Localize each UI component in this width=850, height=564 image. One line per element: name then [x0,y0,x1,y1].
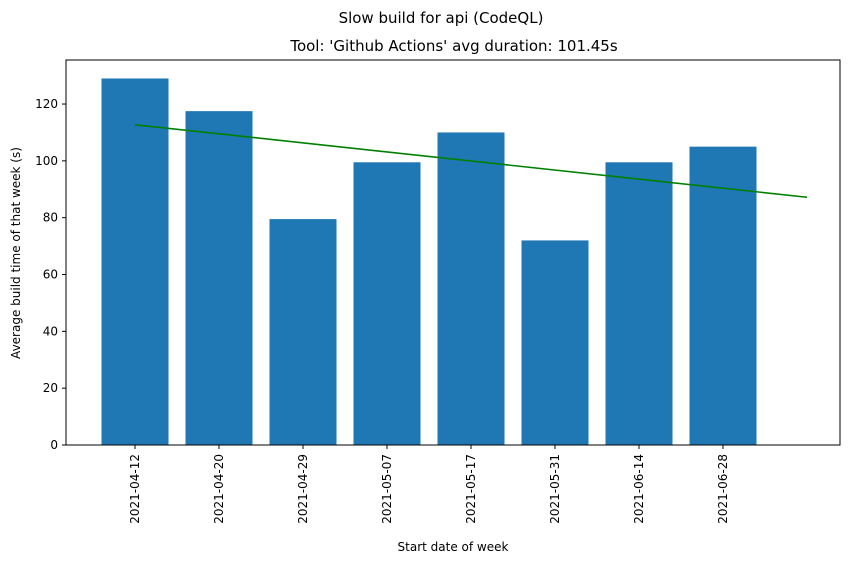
x-tick-label-2021-04-20: 2021-04-20 [212,454,226,524]
y-tick-label-0: 0 [50,438,58,452]
y-tick-label-100: 100 [35,154,58,168]
plot-area: 0 20 40 60 80 100 120 2021-04-12 2021-04-20 2021-… [35,59,841,524]
x-tick-label-2021-05-07: 2021-05-07 [380,454,394,524]
y-tick-label-40: 40 [43,324,58,338]
bar-2021-05-07 [353,162,421,445]
bar-2021-05-31 [521,240,589,445]
x-tick-label-2021-06-28: 2021-06-28 [716,454,730,524]
bar-2021-04-29 [269,219,337,445]
y-tick-label-20: 20 [43,381,58,395]
x-axis-label: Start date of week [398,540,509,554]
x-tick-label-2021-05-31: 2021-05-31 [548,454,562,524]
bar-2021-04-12 [101,78,169,446]
axes-frame [65,59,841,446]
bar-2021-06-28 [689,146,757,445]
x-tick-label-2021-05-17: 2021-05-17 [464,454,478,524]
x-tick-label-2021-06-14: 2021-06-14 [632,454,646,524]
y-tick-label-60: 60 [43,268,58,282]
bar-2021-06-14 [605,162,673,445]
chart-title: Tool: 'Github Actions' avg duration: 101… [289,37,618,55]
chart-suptitle: Slow build for api (CodeQL) [339,9,544,27]
x-tick-label-2021-04-12: 2021-04-12 [128,454,142,524]
y-tick-label-120: 120 [35,97,58,111]
trend-line [134,123,808,199]
x-tick-label-2021-04-29: 2021-04-29 [296,454,310,524]
y-tick-label-80: 80 [43,211,58,225]
y-axis-label: Average build time of that week (s) [9,147,23,359]
bar-2021-05-17 [437,132,505,446]
bar-2021-04-20 [185,111,253,445]
